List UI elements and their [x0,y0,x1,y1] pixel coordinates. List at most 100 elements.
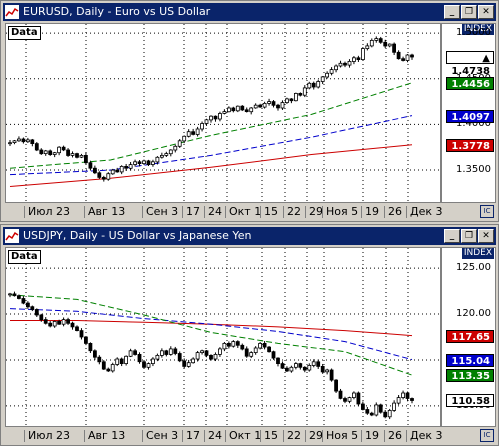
candle-body [329,369,334,381]
candle-body [124,165,128,169]
candle-body [43,150,48,155]
y-tick-label: 1.5000 [456,27,491,39]
candle-body [343,62,347,66]
ma-mid-line [9,115,413,176]
restore-icon[interactable]: ❐ [461,5,477,19]
candle-body [244,348,249,357]
restore-icon[interactable]: ❐ [461,229,477,243]
minimize-icon[interactable]: _ [444,5,460,19]
candle-body [106,368,111,372]
candle-body [75,326,79,332]
candle-body [52,152,57,155]
x-tick-label: 24 [208,205,222,218]
candle-body [298,363,303,368]
price-tag: 117.65 [446,329,494,343]
candle-body [115,358,120,365]
candle-body [383,41,388,47]
candle-body [200,350,205,354]
x-tick-separator [305,206,306,218]
candle-body [12,140,17,144]
usdjpy-title-bar[interactable]: USDJPY, Daily - US Dollar vs Japanese Ye… [3,227,496,245]
candle-body [52,321,57,327]
candle-body [231,107,236,112]
candle-body [289,366,294,372]
candle-body [30,139,35,145]
candle-body [347,61,352,66]
candle-body [119,165,124,173]
candle-body [316,81,321,88]
candle-body [235,105,240,112]
candle-body [338,62,343,67]
candle-body [410,54,414,58]
candle-body [343,398,347,402]
minimize-icon[interactable]: _ [444,229,460,243]
usdjpy-plot-area[interactable]: Data [5,247,441,427]
candle-body [66,319,70,324]
x-tick-label: 17 [186,205,200,218]
price-tag: 115.04 [446,353,494,367]
candle-body [133,161,137,165]
candle-body [307,365,312,371]
price-tag: 113.35 [446,369,494,383]
candle-body [209,115,213,121]
x-tick-separator [283,206,284,218]
candle-body [25,139,30,143]
x-tick-separator [142,206,143,218]
candle-body [356,57,361,60]
candle-body [177,140,182,147]
candle-body [311,361,316,366]
x-tick-label: 19 [365,205,379,218]
x-tick-label: Июл 23 [28,429,71,442]
candle-body [21,298,26,304]
x-tick-label: Дек 3 [410,429,443,442]
candle-body [267,346,272,353]
candle-body [307,82,312,89]
chart-icon [5,229,19,243]
x-tick-separator [24,206,25,218]
candle-body [79,154,84,158]
x-tick-separator [225,430,226,442]
candle-body [128,164,133,169]
candle-body [70,153,75,156]
eurusd-plot-area[interactable]: Data [5,23,441,203]
x-tick-separator [182,206,183,218]
x-tick-separator [384,430,385,442]
x-tick-label: 15 [264,205,278,218]
close-icon[interactable]: ✕ [478,5,494,19]
candle-body [75,153,79,158]
price-tag: ▲ 1.4738 [446,51,494,77]
usdjpy-axis-settings-icon[interactable]: IC [480,429,494,442]
x-tick-separator [225,206,226,218]
x-tick-label: Сен 3 [146,429,179,442]
candle-body [334,379,339,392]
candle-body [396,51,401,60]
candle-body [374,404,379,416]
x-tick-separator [406,430,407,442]
candle-body [173,348,178,354]
x-tick-label: 22 [287,205,301,218]
x-tick-label: 29 [309,429,323,442]
candle-body [231,341,236,347]
eurusd-title-bar[interactable]: EURUSD, Daily - Euro vs US Dollar _ ❐ ✕ [3,3,496,21]
candle-body [97,356,102,363]
candle-body [12,293,17,297]
usdjpy-price-axis[interactable]: INDEX 125.00120.00115.00110.00117.65115.… [441,247,496,427]
x-tick-label: 22 [287,429,301,442]
price-tag: 1.3778 [446,138,494,152]
candle-body [351,57,356,62]
candle-body [84,336,88,344]
candle-body [16,295,21,299]
y-tick-label: 1.3500 [456,164,491,176]
candle-body [392,43,397,53]
x-tick-separator [84,206,85,218]
x-tick-label: Авг 13 [88,429,126,442]
candle-body [164,350,169,355]
candle-body [392,402,397,411]
candle-body [168,149,173,155]
usdjpy-chart-window: USDJPY, Daily - US Dollar vs Japanese Ye… [0,224,499,446]
candle-body [57,146,61,154]
eurusd-axis-settings-icon[interactable]: IC [480,205,494,218]
close-icon[interactable]: ✕ [478,229,494,243]
x-tick-label: Июл 23 [28,205,71,218]
